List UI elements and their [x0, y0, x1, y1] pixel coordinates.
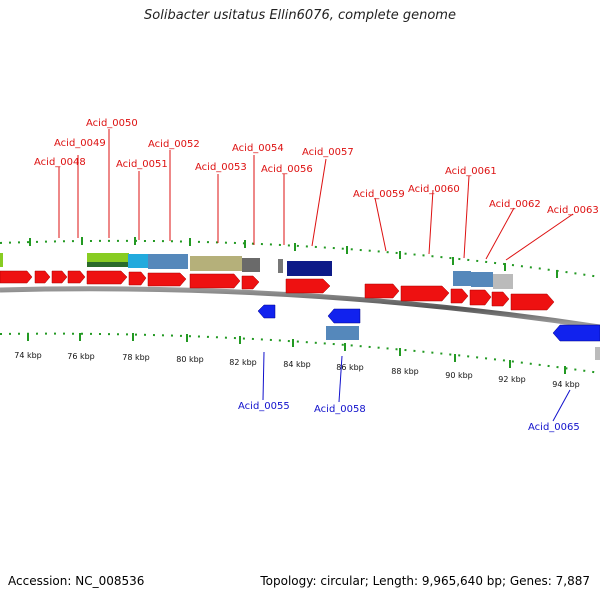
kbp-label: 76 kbp — [67, 352, 95, 361]
kbp-label: 94 kbp — [552, 380, 580, 389]
kbp-label: 82 kbp — [229, 358, 257, 367]
kbp-label: 74 kbp — [14, 351, 42, 360]
kbp-label: 90 kbp — [445, 371, 473, 380]
kbp-label: 88 kbp — [391, 367, 419, 376]
gene-label[interactable]: Acid_0053 — [195, 162, 247, 173]
genome-summary-text: Topology: circular; Length: 9,965,640 bp… — [260, 574, 590, 588]
forward-gene — [67, 270, 86, 284]
gene-label[interactable]: Acid_0056 — [261, 164, 313, 175]
reverse-gene — [257, 304, 276, 319]
kbp-label: 80 kbp — [176, 355, 204, 364]
forward-gene — [510, 293, 555, 311]
kbp-label: 86 kbp — [336, 363, 364, 372]
reverse-label-leaders — [262, 351, 571, 422]
gene-label[interactable]: Acid_0049 — [54, 138, 106, 149]
gene-label[interactable]: Acid_0062 — [489, 199, 541, 210]
gene-label[interactable]: Acid_0050 — [86, 118, 138, 129]
kbp-label: 84 kbp — [283, 360, 311, 369]
reverse-gene — [327, 308, 361, 324]
forward-gene — [86, 270, 128, 285]
function-block — [190, 256, 242, 271]
kbp-label: 92 kbp — [498, 375, 526, 384]
forward-label-leaders — [58, 129, 574, 261]
forward-gene-labels: Acid_0048 Acid_0049 Acid_0050 Acid_0051 … — [34, 118, 599, 216]
gene-label[interactable]: Acid_0063 — [547, 205, 599, 216]
gene-label[interactable]: Acid_0057 — [302, 147, 354, 158]
forward-gene — [147, 272, 187, 287]
forward-gene — [128, 271, 147, 286]
genome-backbone — [0, 286, 600, 330]
major-ticks — [27, 237, 566, 374]
forward-gene — [491, 291, 510, 307]
forward-gene — [241, 275, 260, 290]
reverse-gene-labels: Acid_0055 Acid_0058 Acid_0065 — [238, 401, 580, 433]
forward-gene — [51, 270, 68, 284]
gene-label[interactable]: Acid_0058 — [314, 404, 366, 415]
forward-gene — [34, 270, 51, 284]
gene-label[interactable]: Acid_0060 — [408, 184, 460, 195]
function-block — [278, 259, 283, 273]
forward-gene — [0, 270, 33, 284]
function-block — [453, 271, 471, 286]
function-block — [287, 261, 332, 276]
function-block — [0, 253, 3, 267]
function-block — [595, 347, 600, 360]
gene-label[interactable]: Acid_0052 — [148, 139, 200, 150]
gene-label[interactable]: Acid_0055 — [238, 401, 290, 412]
forward-gene — [189, 273, 241, 289]
function-block — [242, 258, 260, 272]
function-block — [87, 262, 129, 267]
forward-gene — [364, 283, 400, 299]
gene-label[interactable]: Acid_0051 — [116, 159, 168, 170]
forward-gene — [400, 285, 450, 302]
forward-gene — [469, 289, 492, 306]
reverse-genes — [257, 304, 600, 342]
gene-label[interactable]: Acid_0065 — [528, 422, 580, 433]
function-block — [326, 326, 359, 340]
gene-label[interactable]: Acid_0054 — [232, 143, 284, 154]
function-block — [128, 254, 148, 268]
function-block — [493, 274, 513, 289]
kbp-axis-labels: 74 kbp 76 kbp 78 kbp 80 kbp 82 kbp 84 kb… — [14, 351, 580, 389]
gene-label[interactable]: Acid_0059 — [353, 189, 405, 200]
gene-label[interactable]: Acid_0048 — [34, 157, 86, 168]
reverse-gene — [552, 324, 600, 342]
forward-gene — [450, 288, 469, 304]
genome-title: Solibacter usitatus Ellin6076, complete … — [144, 8, 456, 23]
kbp-label: 78 kbp — [122, 353, 150, 362]
forward-genes — [0, 270, 555, 311]
accession-text: Accession: NC_008536 — [8, 574, 145, 588]
function-block — [471, 272, 493, 287]
gene-label[interactable]: Acid_0061 — [445, 166, 497, 177]
forward-gene — [285, 278, 331, 294]
function-block — [148, 254, 188, 269]
functional-blocks — [0, 253, 600, 360]
